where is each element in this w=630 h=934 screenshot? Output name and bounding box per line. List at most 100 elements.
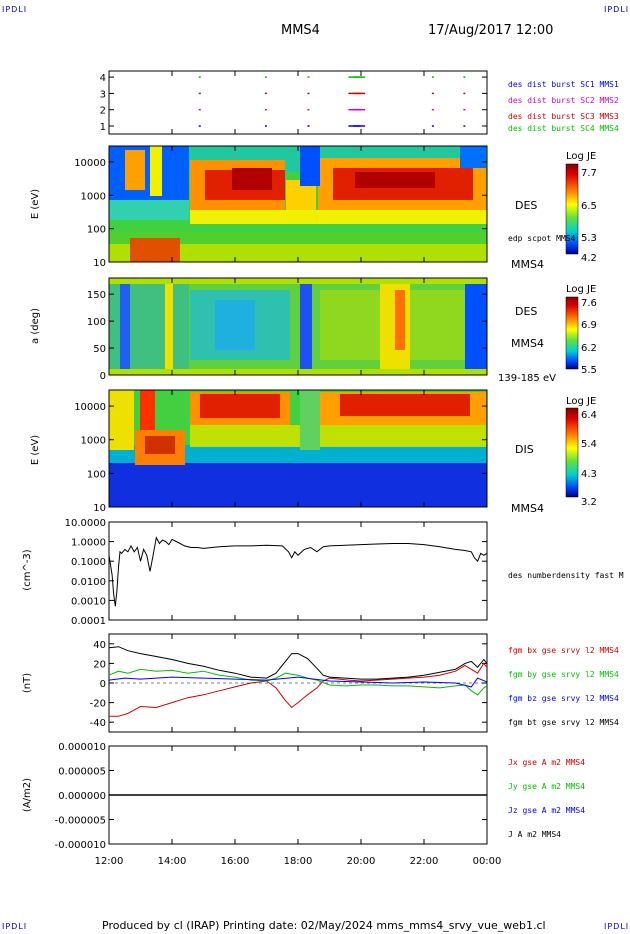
availability-ytick-label: 2: [100, 106, 106, 117]
bfield-series-line: [108, 676, 488, 688]
des-pitch-colorbar-tick: 7.6: [581, 298, 597, 309]
availability-ytick-label: 4: [100, 73, 106, 84]
des-energy-ylabel: E (eV): [30, 189, 41, 219]
dis-energy-ytick-label: 10000: [74, 402, 106, 413]
density-ytick-label: 10.0000: [65, 518, 106, 529]
current-ytick-label: 0.000010: [58, 742, 106, 753]
des-energy-colorbar: [565, 163, 579, 255]
panel-des-pitch: 150 100 50 0: [87, 277, 488, 382]
dis-energy-heatmap: [109, 390, 487, 507]
dis-energy-ytick-label: 10: [93, 503, 106, 514]
availability-legend-mms2: des dist burst SC2 MMS2: [508, 96, 619, 105]
corner-label-tr: IPDLI: [604, 5, 630, 14]
date-title: 17/Aug/2017 12:00: [428, 23, 554, 38]
des-pitch-energy-range: 139-185 eV: [498, 373, 556, 384]
spacecraft-title: MMS4: [281, 23, 320, 38]
current-legend-jz: Jz gse A m2 MMS4: [508, 806, 585, 815]
des-energy-ytick-label: 10000: [74, 158, 106, 169]
des-pitch-instrument: DES: [515, 305, 537, 318]
bfield-ytick-label: 20: [93, 659, 106, 670]
des-energy-colorbar-tick: 6.5: [581, 201, 597, 212]
time-tick-label: 00:00: [473, 856, 502, 867]
dis-energy-colorbar-tick: 3.2: [581, 497, 597, 508]
density-series-line: [108, 536, 488, 607]
bfield-ytick-label: -20: [90, 699, 106, 710]
des-pitch-colorbar-tick: 6.2: [581, 343, 597, 354]
time-axis: 12:00 14:00 16:00 18:00 20:00 22:00 00:00: [95, 71, 502, 867]
dis-energy-colorbar-tick: 4.3: [581, 469, 597, 480]
panel-des-energy: 10000 1000 100 10: [74, 145, 488, 269]
des-pitch-colorbar-tick: 5.5: [581, 365, 597, 376]
bfield-ytick-label: -40: [90, 718, 106, 729]
des-pitch-spacecraft: MMS4: [511, 337, 544, 350]
panel-density: 10.0000 1.0000 0.1000 0.0100 0.0010 0.0001: [65, 518, 488, 627]
des-pitch-ytick-label: 150: [87, 290, 106, 301]
bfield-series-line: [108, 646, 488, 680]
des-pitch-ytick-label: 0: [100, 371, 106, 382]
des-energy-ytick-label: 1000: [81, 191, 106, 202]
density-ytick-label: 0.0100: [71, 577, 106, 588]
panel-current: 0.000010 0.000005 0.000000 -0.000005 -0.0000…: [55, 742, 488, 851]
des-energy-instrument: DES: [515, 199, 537, 212]
current-ytick-label: 0.000000: [58, 791, 106, 802]
density-ytick-label: 0.1000: [71, 557, 106, 568]
des-pitch-colorbar: [565, 296, 579, 370]
density-ytick-label: 0.0001: [71, 616, 106, 627]
time-tick-label: 16:00: [221, 856, 250, 867]
dis-energy-colorbar-title: Log JE: [566, 396, 596, 407]
des-pitch-ylabel: a (deg): [30, 308, 41, 344]
bfield-ylabel: (nT): [22, 673, 33, 693]
current-ylabel: (A/m2): [22, 778, 33, 812]
des-energy-colorbar-tick: 5.3: [581, 233, 597, 244]
corner-label-tl: IPDLI: [2, 5, 28, 14]
des-energy-note: edp scpot MMS4: [508, 234, 576, 243]
panel-bfield: 40 20 0 -20 -40: [90, 633, 488, 733]
current-ytick-label: -0.000005: [55, 816, 106, 827]
des-energy-ytick-label: 10: [93, 258, 106, 269]
dis-energy-ylabel: E (eV): [30, 435, 41, 465]
time-tick-label: 14:00: [158, 856, 187, 867]
density-ylabel: (cm^-3): [22, 549, 33, 590]
current-ytick-label: -0.000010: [55, 840, 106, 851]
des-energy-colorbar-tick: 4.2: [581, 253, 597, 264]
des-energy-colorbar-title: Log JE: [566, 151, 596, 162]
density-legend: des numberdensity fast M: [508, 571, 624, 580]
current-ytick-label: 0.000005: [58, 767, 106, 778]
bfield-legend-bx: fgm bx gse srvy l2 MMS4: [508, 646, 619, 655]
bfield-series-line: [109, 662, 488, 717]
des-energy-heatmap: [109, 146, 487, 262]
des-energy-colorbar-tick: 7.7: [581, 168, 597, 179]
bfield-ytick-label: 40: [93, 640, 106, 651]
corner-label-br: IPDLI: [604, 922, 630, 931]
time-tick-label: 20:00: [347, 856, 376, 867]
panel-availability: 4 3 2 1: [100, 70, 488, 135]
time-tick-label: 22:00: [410, 856, 439, 867]
dis-energy-ytick-label: 100: [87, 469, 106, 480]
current-legend-jy: Jy gse A m2 MMS4: [508, 782, 585, 791]
dis-energy-spacecraft: MMS4: [511, 502, 544, 515]
bfield-legend-bt: fgm bt gse srvy l2 MMS4: [508, 718, 619, 727]
current-legend-j: J A m2 MMS4: [508, 830, 561, 839]
bfield-legend-by: fgm by gse srvy l2 MMS4: [508, 670, 619, 679]
panel-dis-energy: 10000 1000 100 10: [74, 389, 488, 514]
des-pitch-colorbar-tick: 6.9: [581, 320, 597, 331]
des-pitch-ytick-label: 50: [93, 344, 106, 355]
des-pitch-ytick-label: 100: [87, 317, 106, 328]
dis-energy-ytick-label: 1000: [81, 436, 106, 447]
density-ytick-label: 0.0010: [71, 596, 106, 607]
des-pitch-colorbar-title: Log JE: [566, 284, 596, 295]
footer-credit: Produced by cl (IRAP) Printing date: 02/…: [102, 919, 546, 932]
dis-energy-instrument: DIS: [515, 443, 534, 456]
bfield-legend-bz: fgm bz gse srvy l2 MMS4: [508, 694, 619, 703]
density-ytick-label: 1.0000: [71, 538, 106, 549]
availability-legend-mms3: des dist burst SC3 MMS3: [508, 112, 619, 121]
availability-ytick-label: 3: [100, 89, 106, 100]
availability-legend-mms1: des dist burst SC1 MMS1: [508, 80, 619, 89]
des-energy-ytick-label: 100: [87, 225, 106, 236]
current-legend-jx: Jx gse A m2 MMS4: [508, 758, 585, 767]
availability-ytick-label: 1: [100, 122, 106, 133]
dis-energy-colorbar: [565, 407, 579, 498]
dis-energy-colorbar-tick: 5.4: [581, 439, 597, 450]
corner-label-bl: IPDLI: [2, 922, 28, 931]
